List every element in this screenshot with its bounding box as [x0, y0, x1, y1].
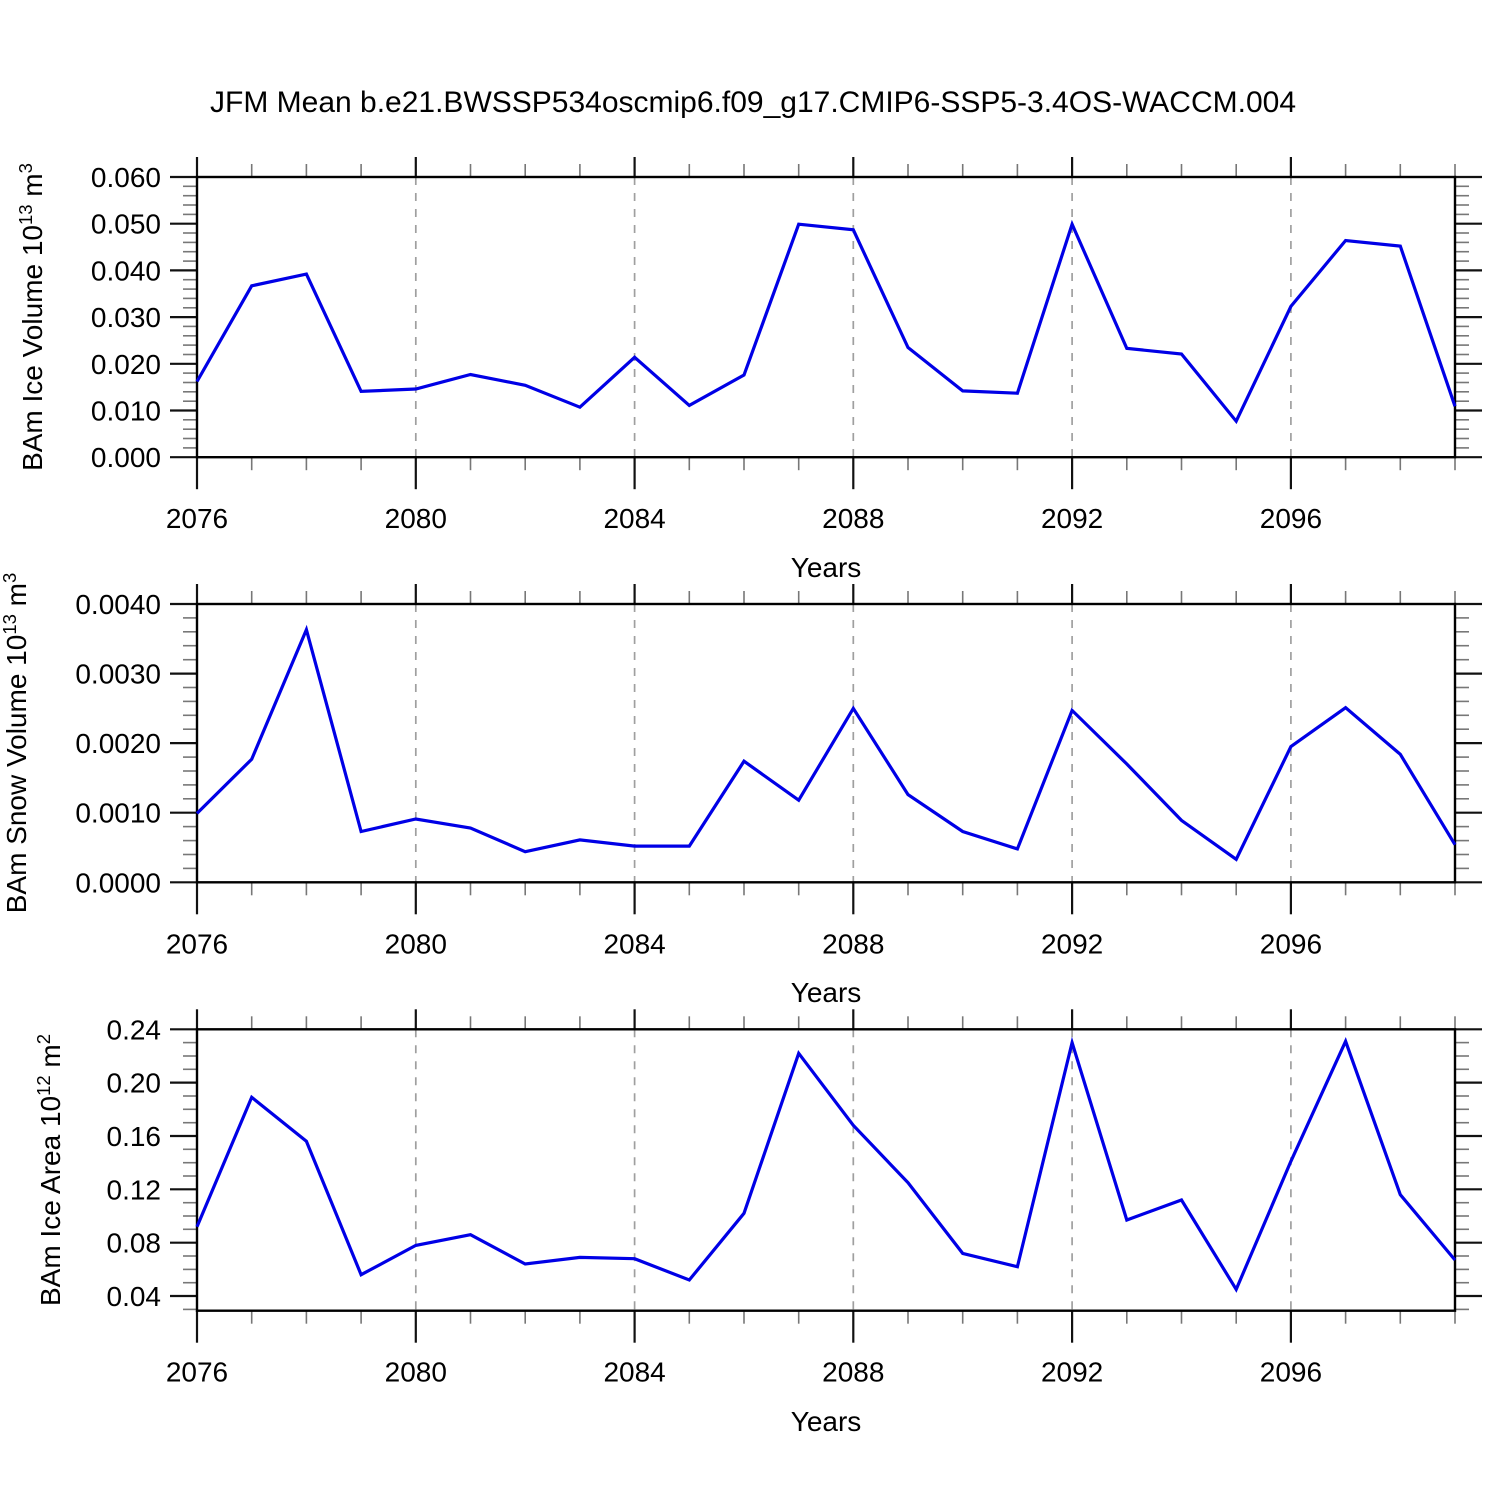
ice-area-x-axis-title: Years — [790, 1406, 862, 1437]
svg-text:0.08: 0.08 — [107, 1228, 162, 1259]
svg-text:2076: 2076 — [166, 928, 228, 959]
svg-text:0.24: 0.24 — [107, 1014, 162, 1045]
ice-volume-x-axis-title: Years — [790, 552, 862, 583]
svg-text:0.050: 0.050 — [91, 209, 161, 240]
svg-text:2084: 2084 — [603, 503, 665, 534]
svg-text:0.060: 0.060 — [91, 162, 161, 193]
axis-title-text: BAm Ice Area 10 — [35, 1095, 67, 1307]
svg-text:2076: 2076 — [166, 503, 228, 534]
svg-text:0.0010: 0.0010 — [75, 798, 161, 829]
svg-text:0.0020: 0.0020 — [75, 728, 161, 759]
svg-text:2088: 2088 — [822, 928, 884, 959]
svg-text:0.16: 0.16 — [107, 1121, 162, 1152]
svg-text:2080: 2080 — [385, 928, 447, 959]
svg-text:2076: 2076 — [166, 1357, 228, 1388]
svg-text:0.010: 0.010 — [91, 396, 161, 427]
svg-text:2096: 2096 — [1260, 928, 1322, 959]
svg-text:0.000: 0.000 — [91, 442, 161, 473]
axis-title-unit-exponent: 2 — [32, 1033, 54, 1045]
svg-text:0.040: 0.040 — [91, 255, 161, 286]
svg-text:2088: 2088 — [822, 1357, 884, 1388]
axis-title-unit: m — [35, 1044, 67, 1076]
svg-text:2080: 2080 — [385, 503, 447, 534]
svg-text:2092: 2092 — [1041, 928, 1103, 959]
svg-text:0.04: 0.04 — [107, 1281, 162, 1312]
svg-text:0.0000: 0.0000 — [75, 867, 161, 898]
axis-title-exponent: 12 — [32, 1075, 54, 1096]
snow-volume-x-axis-title: Years — [790, 977, 862, 1008]
svg-text:2084: 2084 — [603, 1357, 665, 1388]
svg-text:0.020: 0.020 — [91, 349, 161, 380]
svg-text:0.20: 0.20 — [107, 1068, 162, 1099]
page-title: JFM Mean b.e21.BWSSP534oscmip6.f09_g17.C… — [209, 86, 1297, 119]
svg-text:2088: 2088 — [822, 503, 884, 534]
svg-text:2084: 2084 — [603, 928, 665, 959]
ice-area-y-axis-title: BAm Ice Area 1012 m2 — [33, 1034, 67, 1306]
svg-text:2080: 2080 — [385, 1357, 447, 1388]
svg-text:2096: 2096 — [1260, 1357, 1322, 1388]
svg-text:2096: 2096 — [1260, 503, 1322, 534]
svg-text:0.0030: 0.0030 — [75, 659, 161, 690]
svg-text:0.12: 0.12 — [107, 1174, 162, 1205]
svg-text:2092: 2092 — [1041, 1357, 1103, 1388]
svg-text:2092: 2092 — [1041, 503, 1103, 534]
svg-text:0.030: 0.030 — [91, 302, 161, 333]
svg-text:0.0040: 0.0040 — [75, 589, 161, 620]
